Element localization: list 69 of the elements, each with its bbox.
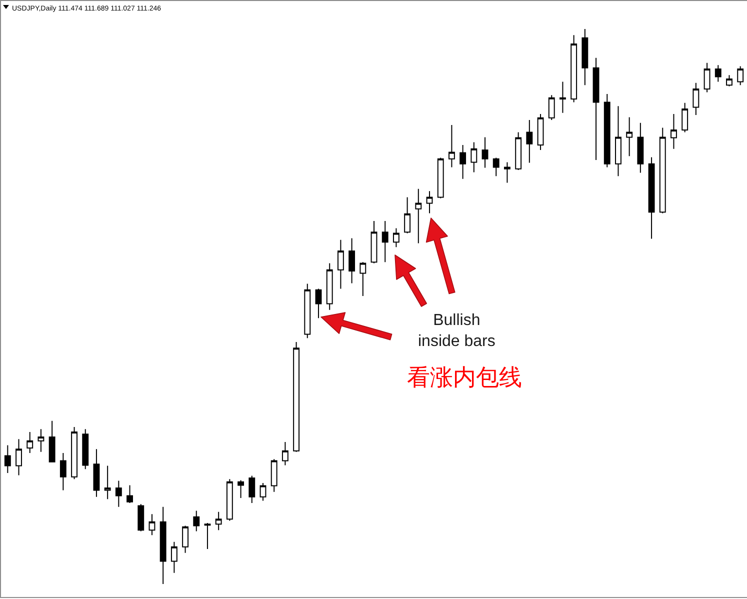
candlestick (515, 132, 522, 170)
candlestick (448, 124, 455, 168)
candlestick (348, 238, 356, 284)
candlestick (270, 458, 278, 492)
candlestick (126, 484, 133, 504)
candlestick (93, 448, 100, 498)
candlestick (82, 428, 89, 470)
candlestick (382, 220, 388, 263)
candlestick (460, 144, 466, 180)
candlestick (437, 157, 444, 199)
candlestick (482, 136, 488, 168)
candlestick (670, 113, 677, 150)
candlestick (615, 106, 622, 177)
candlestick (226, 478, 233, 522)
candlestick (326, 262, 333, 310)
candlestick (548, 94, 555, 121)
candlestick (526, 120, 533, 164)
candlestick (470, 142, 478, 173)
candlestick (204, 522, 211, 550)
candlestick (138, 504, 144, 532)
candlestick (4, 444, 11, 474)
candlestick (160, 506, 166, 585)
candlestick (193, 510, 200, 532)
candlestick (492, 157, 500, 177)
candlestick (714, 64, 722, 82)
candlestick (238, 480, 244, 498)
candlestick (304, 283, 311, 339)
annotation: Bullish inside bars (418, 312, 496, 350)
candlestick (370, 220, 378, 264)
candlestick (504, 162, 510, 184)
candlestick (60, 452, 66, 491)
candlestick (248, 475, 256, 504)
candlestick (682, 102, 688, 133)
candlestick (48, 420, 56, 462)
candlestick (215, 511, 222, 531)
candlestick (692, 82, 700, 116)
annotation: 看涨内包线 (407, 365, 522, 390)
candlestick (659, 127, 666, 214)
candlestick (604, 93, 610, 168)
candlestick (737, 66, 744, 86)
candlestick (293, 342, 300, 452)
candlestick (648, 156, 655, 240)
candlestick (38, 428, 44, 452)
candlestick (260, 482, 266, 502)
candlestick (392, 228, 400, 248)
candlestick (360, 262, 366, 296)
candlestick (560, 81, 566, 114)
candlestick (148, 514, 156, 536)
candlestick (182, 525, 188, 554)
candlestick (170, 541, 178, 574)
candlestick (115, 480, 122, 508)
candlestick (16, 438, 22, 476)
candlestick (570, 34, 578, 103)
candlestick (282, 441, 288, 466)
candlestick (26, 431, 34, 454)
candlestick (592, 57, 600, 160)
candlestick (582, 28, 588, 86)
candlestick (315, 288, 322, 319)
candlestick (704, 62, 710, 93)
candlestick (426, 190, 433, 214)
candlestick (626, 116, 633, 157)
candlestick (415, 188, 422, 244)
candlestick (637, 122, 644, 174)
candlestick (726, 74, 732, 87)
candlestick (104, 465, 111, 500)
candlestick (404, 196, 411, 234)
candlestick (337, 239, 344, 290)
candlestick (537, 113, 544, 151)
candlestick (71, 426, 78, 480)
